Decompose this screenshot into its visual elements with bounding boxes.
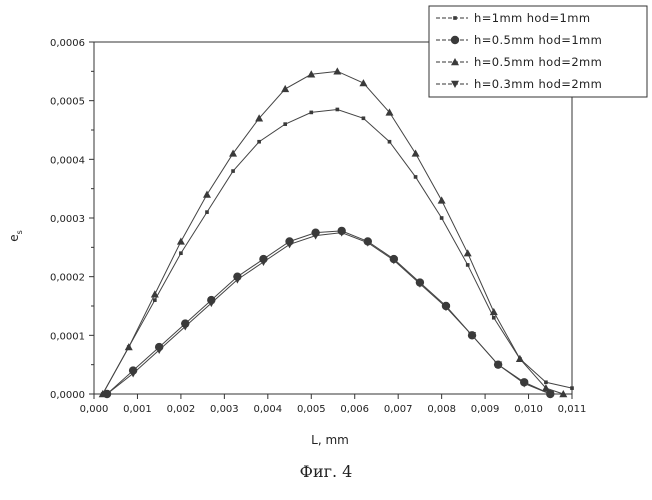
data-point — [257, 140, 261, 144]
x-tick-label: 0,006 — [340, 404, 369, 415]
y-axis-label-subscript: s — [15, 230, 24, 234]
x-axis-label: L, mm — [311, 433, 349, 447]
y-tick-label: 0,0006 — [50, 38, 85, 49]
x-tick-label: 0,007 — [384, 404, 413, 415]
legend-marker — [453, 16, 457, 20]
data-point — [231, 169, 235, 173]
y-tick-label: 0,0005 — [50, 97, 85, 108]
figure-caption: Фиг. 4 — [0, 462, 652, 481]
y-tick-label: 0,0000 — [50, 390, 85, 401]
data-point — [414, 175, 418, 179]
data-point — [570, 386, 574, 390]
y-tick-label: 0,0002 — [50, 273, 85, 284]
legend: h=1mm hod=1mm h=0.5mm hod=1mm h=0.5mm hod=… — [429, 6, 647, 97]
y-axis-label: es — [7, 230, 24, 242]
x-axis: 0,000 0,001 0,002 0,003 0,004 0,005 0,006 0,007… — [80, 394, 587, 415]
data-point — [492, 316, 496, 320]
x-tick-label: 0,009 — [471, 404, 500, 415]
y-tick-label: 0,0003 — [50, 214, 85, 225]
legend-entry: h=1mm hod=1mm — [474, 11, 590, 25]
x-tick-label: 0,005 — [297, 404, 326, 415]
x-tick-label: 0,000 — [80, 404, 109, 415]
x-tick-label: 0,002 — [167, 404, 196, 415]
legend-marker — [451, 36, 459, 44]
y-tick-label: 0,0004 — [50, 155, 85, 166]
legend-entry: h=0.5mm hod=1mm — [474, 33, 602, 47]
data-point — [153, 298, 157, 302]
data-point — [440, 216, 444, 220]
x-tick-label: 0,001 — [123, 404, 152, 415]
x-tick-label: 0,011 — [558, 404, 587, 415]
y-tick-label: 0,0001 — [50, 331, 85, 342]
x-tick-label: 0,008 — [427, 404, 456, 415]
legend-entry: h=0.5mm hod=2mm — [474, 55, 602, 69]
data-point — [283, 122, 287, 126]
x-tick-label: 0,003 — [210, 404, 239, 415]
x-tick-label: 0,004 — [253, 404, 282, 415]
data-point — [205, 210, 209, 214]
y-axis: 0,0000 0,0001 0,0002 0,0003 0,0004 0,0005 0,00… — [50, 38, 94, 401]
data-point — [388, 140, 392, 144]
data-point — [544, 380, 548, 384]
x-tick-label: 0,010 — [514, 404, 543, 415]
data-point — [362, 116, 366, 120]
data-point — [336, 108, 340, 112]
data-point — [309, 111, 313, 115]
data-point — [179, 251, 183, 255]
legend-entry: h=0.3mm hod=2mm — [474, 77, 602, 91]
data-point — [466, 263, 470, 267]
y-axis-label-main: e — [7, 234, 21, 241]
